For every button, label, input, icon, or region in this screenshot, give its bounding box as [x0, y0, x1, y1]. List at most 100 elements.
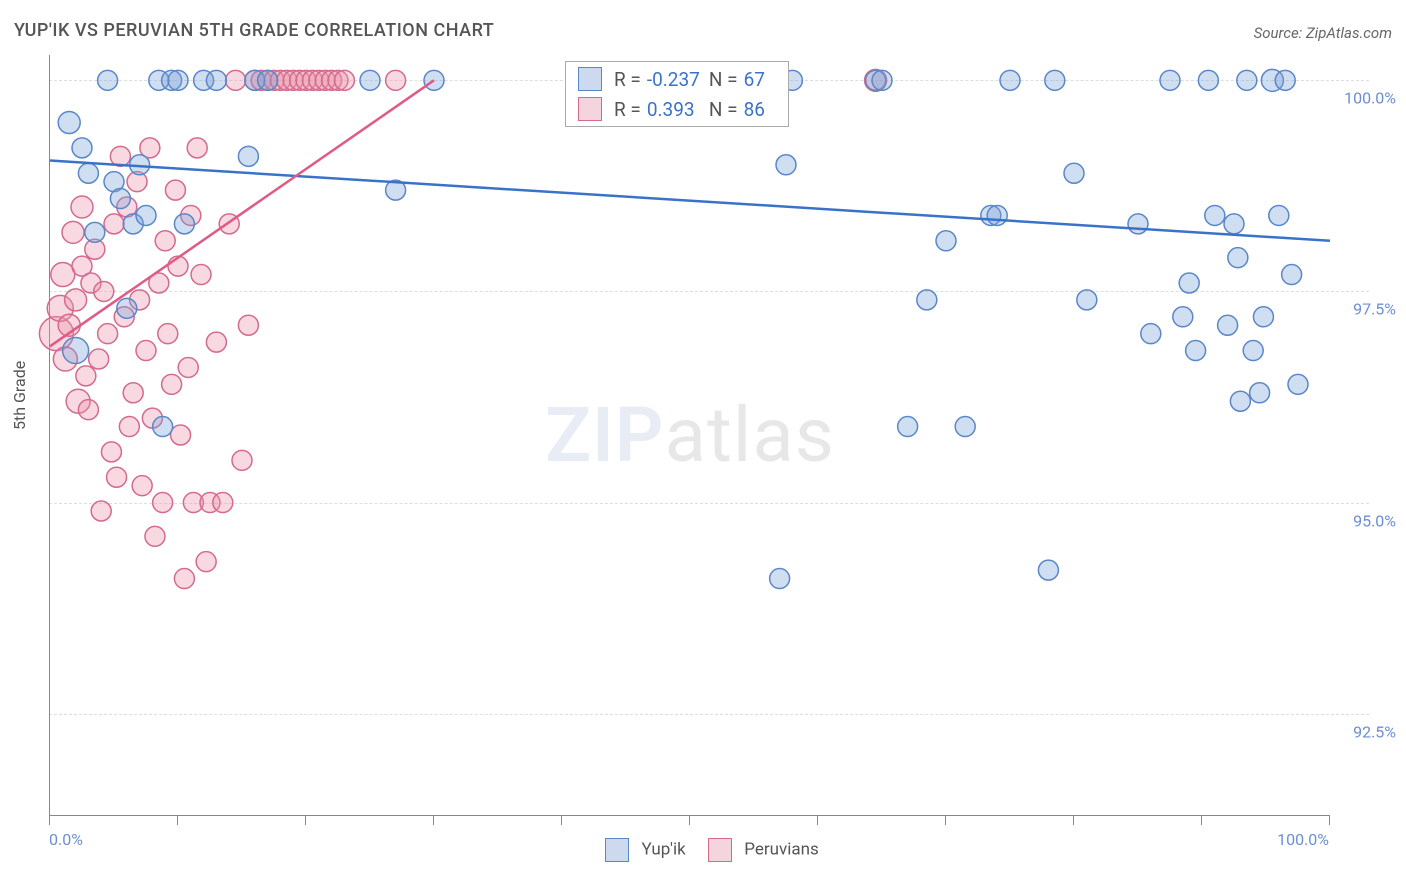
scatter-point: [898, 417, 918, 437]
scatter-point: [206, 332, 226, 352]
scatter-point: [1269, 205, 1289, 225]
x-tick: [433, 815, 434, 825]
scatter-point: [110, 189, 130, 209]
legend-bottom: Yup'ik Peruvians: [0, 838, 1406, 862]
scatter-point: [936, 231, 956, 251]
scatter-point: [1275, 70, 1295, 90]
x-tick: [689, 815, 690, 825]
scatter-point: [63, 338, 89, 364]
scatter-point: [168, 70, 188, 90]
scatter-point: [196, 552, 216, 572]
scatter-point: [206, 70, 226, 90]
scatter-point: [987, 205, 1007, 225]
legend-label-peruvians: Peruvians: [744, 839, 819, 859]
scatter-point: [153, 417, 173, 437]
scatter-point: [258, 70, 278, 90]
x-tick: [177, 815, 178, 825]
scatter-point: [872, 70, 892, 90]
stats-r-value-yupik: -0.237: [647, 68, 703, 91]
scatter-point: [213, 493, 233, 513]
scatter-point: [65, 289, 87, 311]
scatter-point: [85, 222, 105, 242]
scatter-point: [226, 70, 246, 90]
scatter-point: [1000, 70, 1020, 90]
scatter-point: [62, 221, 84, 243]
scatter-point: [165, 180, 185, 200]
scatter-point: [104, 214, 124, 234]
scatter-point: [334, 70, 354, 90]
scatter-point: [174, 214, 194, 234]
regression-line: [50, 161, 1330, 241]
stats-n-value-peruvians: 86: [744, 98, 770, 121]
x-tick: [1329, 815, 1330, 825]
stats-swatch-peruvians: [578, 97, 602, 121]
x-tick: [49, 815, 50, 825]
x-tick: [817, 815, 818, 825]
scatter-point: [360, 70, 380, 90]
plot-area: ZIPatlas: [49, 55, 1330, 816]
scatter-point: [94, 281, 114, 301]
chart-title: YUP'IK VS PERUVIAN 5TH GRADE CORRELATION…: [14, 20, 494, 41]
scatter-point: [386, 70, 406, 90]
legend-swatch-yupik: [605, 838, 629, 862]
scatter-point: [153, 493, 173, 513]
scatter-point: [1230, 391, 1250, 411]
scatter-point: [155, 231, 175, 251]
legend-swatch-peruvians: [708, 838, 732, 862]
scatter-point: [1282, 265, 1302, 285]
x-tick: [1201, 815, 1202, 825]
scatter-point: [1224, 214, 1244, 234]
scatter-point: [58, 112, 80, 134]
source-attribution: Source: ZipAtlas.com: [1254, 24, 1392, 42]
scatter-point: [1179, 273, 1199, 293]
stats-swatch-yupik: [578, 67, 602, 91]
scatter-point: [1288, 374, 1308, 394]
scatter-point: [770, 569, 790, 589]
scatter-point: [187, 138, 207, 158]
scatter-point: [1186, 341, 1206, 361]
scatter-point: [132, 476, 152, 496]
scatter-point: [1253, 307, 1273, 327]
scatter-point: [1228, 248, 1248, 268]
scatter-point: [51, 263, 75, 287]
scatter-svg: [50, 55, 1330, 815]
scatter-point: [238, 146, 258, 166]
x-tick: [305, 815, 306, 825]
scatter-point: [162, 374, 182, 394]
scatter-point: [1198, 70, 1218, 90]
scatter-point: [1064, 163, 1084, 183]
y-tick-label: 100.0%: [1344, 89, 1396, 108]
y-axis-label: 5th Grade: [10, 361, 29, 430]
y-tick-label: 97.5%: [1353, 300, 1396, 319]
scatter-point: [98, 324, 118, 344]
scatter-point: [1045, 70, 1065, 90]
x-tick: [561, 815, 562, 825]
scatter-point: [178, 357, 198, 377]
scatter-point: [238, 315, 258, 335]
scatter-point: [117, 298, 137, 318]
scatter-point: [72, 138, 92, 158]
scatter-point: [1205, 205, 1225, 225]
scatter-point: [776, 155, 796, 175]
scatter-point: [1160, 70, 1180, 90]
scatter-point: [107, 467, 127, 487]
stats-box: R = -0.237 N = 67 R = 0.393 N = 86: [565, 61, 789, 127]
stats-r-value-peruvians: 0.393: [647, 98, 703, 121]
scatter-point: [158, 324, 178, 344]
scatter-point: [1218, 315, 1238, 335]
regression-line: [50, 80, 434, 346]
scatter-point: [136, 341, 156, 361]
stats-n-label: N =: [709, 68, 738, 91]
scatter-point: [1237, 70, 1257, 90]
scatter-point: [1038, 560, 1058, 580]
stats-r-label: R =: [614, 98, 641, 121]
scatter-point: [955, 417, 975, 437]
stats-n-label: N =: [709, 98, 738, 121]
scatter-point: [232, 450, 252, 470]
scatter-point: [917, 290, 937, 310]
stats-row-peruvians: R = 0.393 N = 86: [566, 94, 788, 124]
scatter-point: [123, 383, 143, 403]
legend-label-yupik: Yup'ik: [641, 839, 685, 859]
stats-r-label: R =: [614, 68, 641, 91]
scatter-point: [136, 205, 156, 225]
